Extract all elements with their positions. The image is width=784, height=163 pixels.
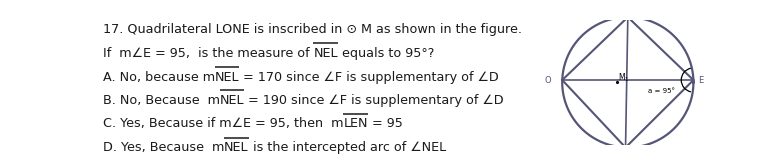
Text: A. No, because m: A. No, because m xyxy=(103,71,215,84)
Text: If  m∠E = 95,  is the measure of: If m∠E = 95, is the measure of xyxy=(103,47,314,60)
Text: C. Yes, Because if m∠E = 95, then  m: C. Yes, Because if m∠E = 95, then m xyxy=(103,118,343,130)
Text: E: E xyxy=(699,75,703,85)
Text: NEL: NEL xyxy=(224,141,249,154)
Text: = 95: = 95 xyxy=(368,118,403,130)
Text: NEL: NEL xyxy=(215,71,239,84)
Text: 1: 1 xyxy=(625,77,628,82)
Text: a = 95°: a = 95° xyxy=(648,88,675,94)
Text: = 190 since ∠F is supplementary of ∠D: = 190 since ∠F is supplementary of ∠D xyxy=(245,94,504,107)
Text: NEL: NEL xyxy=(220,94,245,107)
Text: is the intercepted arc of ∠NEL: is the intercepted arc of ∠NEL xyxy=(249,141,446,154)
Text: LEN: LEN xyxy=(343,118,368,130)
Text: = 170 since ∠F is supplementary of ∠D: = 170 since ∠F is supplementary of ∠D xyxy=(239,71,499,84)
Text: O: O xyxy=(545,75,551,85)
Text: M: M xyxy=(619,73,626,82)
Text: B. No, Because  m: B. No, Because m xyxy=(103,94,220,107)
Text: NEL: NEL xyxy=(314,47,338,60)
Text: equals to 95°?: equals to 95°? xyxy=(338,47,434,60)
Text: 17. Quadrilateral LONE is inscribed in ⊙ M as shown in the figure.: 17. Quadrilateral LONE is inscribed in ⊙… xyxy=(103,23,522,36)
Text: D. Yes, Because  m: D. Yes, Because m xyxy=(103,141,224,154)
